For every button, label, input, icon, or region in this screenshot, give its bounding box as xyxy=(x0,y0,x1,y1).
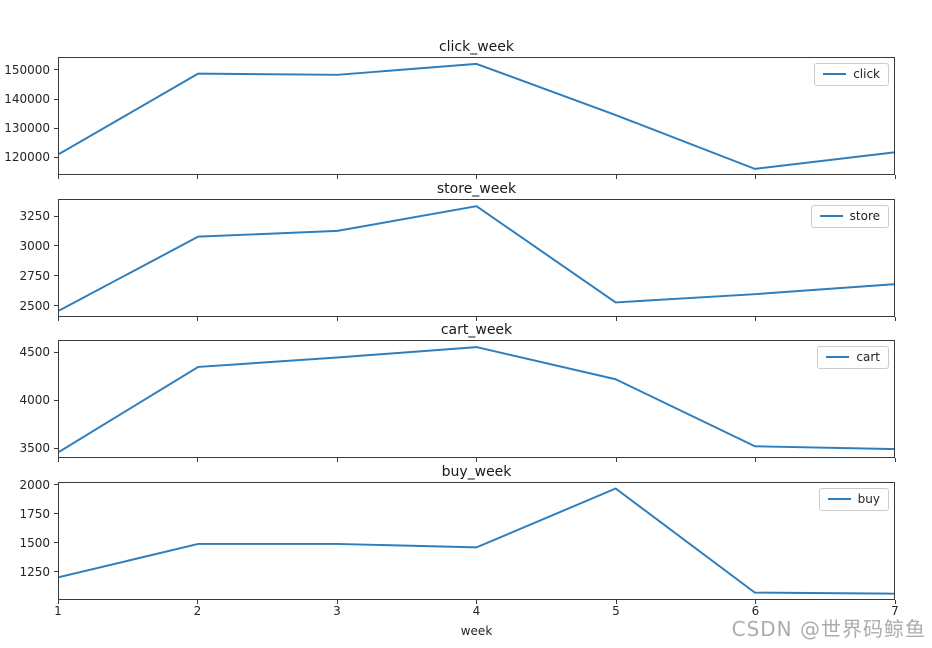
x-axis-tick-mark xyxy=(197,458,198,462)
series-line-click xyxy=(59,62,894,170)
line-series xyxy=(59,62,894,170)
y-axis-tick-mark xyxy=(54,571,58,573)
y-axis-tick-label: 2750 xyxy=(19,268,50,283)
legend-label: cart xyxy=(856,350,880,364)
y-axis-tick-label: 150000 xyxy=(4,62,50,77)
x-axis-tick-mark xyxy=(894,600,896,604)
y-axis-tick-label: 1750 xyxy=(19,506,50,521)
x-axis-tick-mark xyxy=(336,458,338,462)
y-axis-tick-mark xyxy=(54,305,58,307)
x-axis-tick-mark xyxy=(57,600,59,604)
legend: buy xyxy=(818,488,889,511)
x-axis-tick-mark xyxy=(336,175,338,179)
chart-title-store-week: store_week xyxy=(436,181,517,197)
y-axis-tick-mark xyxy=(54,513,58,515)
x-axis-tick-mark xyxy=(615,458,617,462)
x-axis-tick-mark xyxy=(894,175,896,179)
y-axis-tick-label: 1500 xyxy=(19,535,50,550)
x-axis-label: week xyxy=(460,624,493,638)
y-axis-tick-mark xyxy=(54,275,58,277)
x-axis-tick-label: 5 xyxy=(612,604,620,618)
x-axis-tick-mark xyxy=(755,600,756,604)
x-axis-tick-mark xyxy=(615,317,617,321)
y-axis-tick-label: 130000 xyxy=(4,121,50,135)
legend-line-sample xyxy=(826,356,850,358)
legend-line-sample xyxy=(823,73,847,75)
x-axis-tick-mark xyxy=(755,458,756,462)
x-axis-tick-mark xyxy=(197,175,198,179)
legend: cart xyxy=(817,346,889,369)
y-axis-tick-label: 120000 xyxy=(4,150,50,165)
legend-line-sample xyxy=(819,215,843,217)
y-axis-tick-mark xyxy=(54,351,58,353)
line-series xyxy=(59,346,894,453)
plot-area-store-week: store xyxy=(58,199,895,317)
watermark: CSDN @世界码鲸鱼 xyxy=(731,617,926,641)
y-axis-tick-label: 4500 xyxy=(19,345,50,359)
line-series xyxy=(59,487,894,595)
y-axis-tick-mark xyxy=(54,245,58,247)
y-axis-tick-label: 3000 xyxy=(19,238,50,253)
series-line-buy xyxy=(59,487,894,595)
x-axis-tick-mark xyxy=(197,317,198,321)
x-axis-tick-mark xyxy=(894,317,896,321)
x-axis-tick-mark xyxy=(336,600,338,604)
y-axis-tick-label: 4000 xyxy=(19,393,50,407)
line-series xyxy=(59,205,894,312)
y-axis-tick-label: 2000 xyxy=(19,477,50,492)
x-axis-tick-mark xyxy=(476,175,477,179)
legend-label: click xyxy=(853,67,880,81)
chart-title-cart-week: cart_week xyxy=(440,322,513,338)
plot-area-cart-week: cart xyxy=(58,340,895,458)
y-axis-tick-label: 3500 xyxy=(19,441,50,455)
x-axis-tick-mark xyxy=(615,175,617,179)
x-axis-tick-mark xyxy=(57,175,59,179)
x-axis-tick-mark xyxy=(476,458,477,462)
y-axis-tick-label: 2500 xyxy=(19,298,50,313)
y-axis-tick-label: 3250 xyxy=(19,209,50,224)
x-axis-tick-mark xyxy=(336,317,338,321)
x-axis-tick-mark xyxy=(755,175,756,179)
x-axis-tick-mark xyxy=(476,600,477,604)
plot-area-buy-week: buy xyxy=(58,482,895,600)
series-line-cart xyxy=(59,346,894,453)
chart-title-buy-week: buy_week xyxy=(441,464,512,480)
y-axis-tick-mark xyxy=(54,215,58,217)
y-axis-tick-mark xyxy=(54,156,58,158)
chart-title-click-week: click_week xyxy=(438,39,515,55)
x-axis-tick-mark xyxy=(894,458,896,462)
legend-label: buy xyxy=(857,492,880,506)
x-axis-tick-label: 3 xyxy=(333,604,341,618)
y-axis-tick-label: 1250 xyxy=(19,564,50,579)
x-axis-tick-label: 7 xyxy=(891,604,899,618)
y-axis-tick-mark xyxy=(54,127,58,129)
y-axis-tick-mark xyxy=(54,484,58,486)
legend: click xyxy=(814,63,889,86)
x-axis-tick-mark xyxy=(615,600,617,604)
x-axis-tick-label: 2 xyxy=(193,604,202,618)
x-axis-tick-label: 4 xyxy=(472,604,481,618)
y-axis-tick-mark xyxy=(54,98,58,100)
legend-label: store xyxy=(849,209,880,223)
legend: store xyxy=(810,205,889,228)
x-axis-tick-mark xyxy=(197,600,198,604)
x-axis-tick-mark xyxy=(755,317,756,321)
x-axis-tick-mark xyxy=(476,317,477,321)
y-axis-tick-label: 140000 xyxy=(4,92,50,106)
plot-area-click-week: click xyxy=(58,57,895,175)
x-axis-tick-label: 6 xyxy=(751,604,760,618)
series-line-store xyxy=(59,205,894,312)
y-axis-tick-mark xyxy=(54,69,58,71)
x-axis-tick-mark xyxy=(57,458,59,462)
legend-line-sample xyxy=(827,498,851,500)
y-axis-tick-mark xyxy=(54,447,58,449)
x-axis-tick-label: 1 xyxy=(54,604,62,618)
y-axis-tick-mark xyxy=(54,542,58,544)
x-axis-tick-mark xyxy=(57,317,59,321)
y-axis-tick-mark xyxy=(54,399,58,401)
